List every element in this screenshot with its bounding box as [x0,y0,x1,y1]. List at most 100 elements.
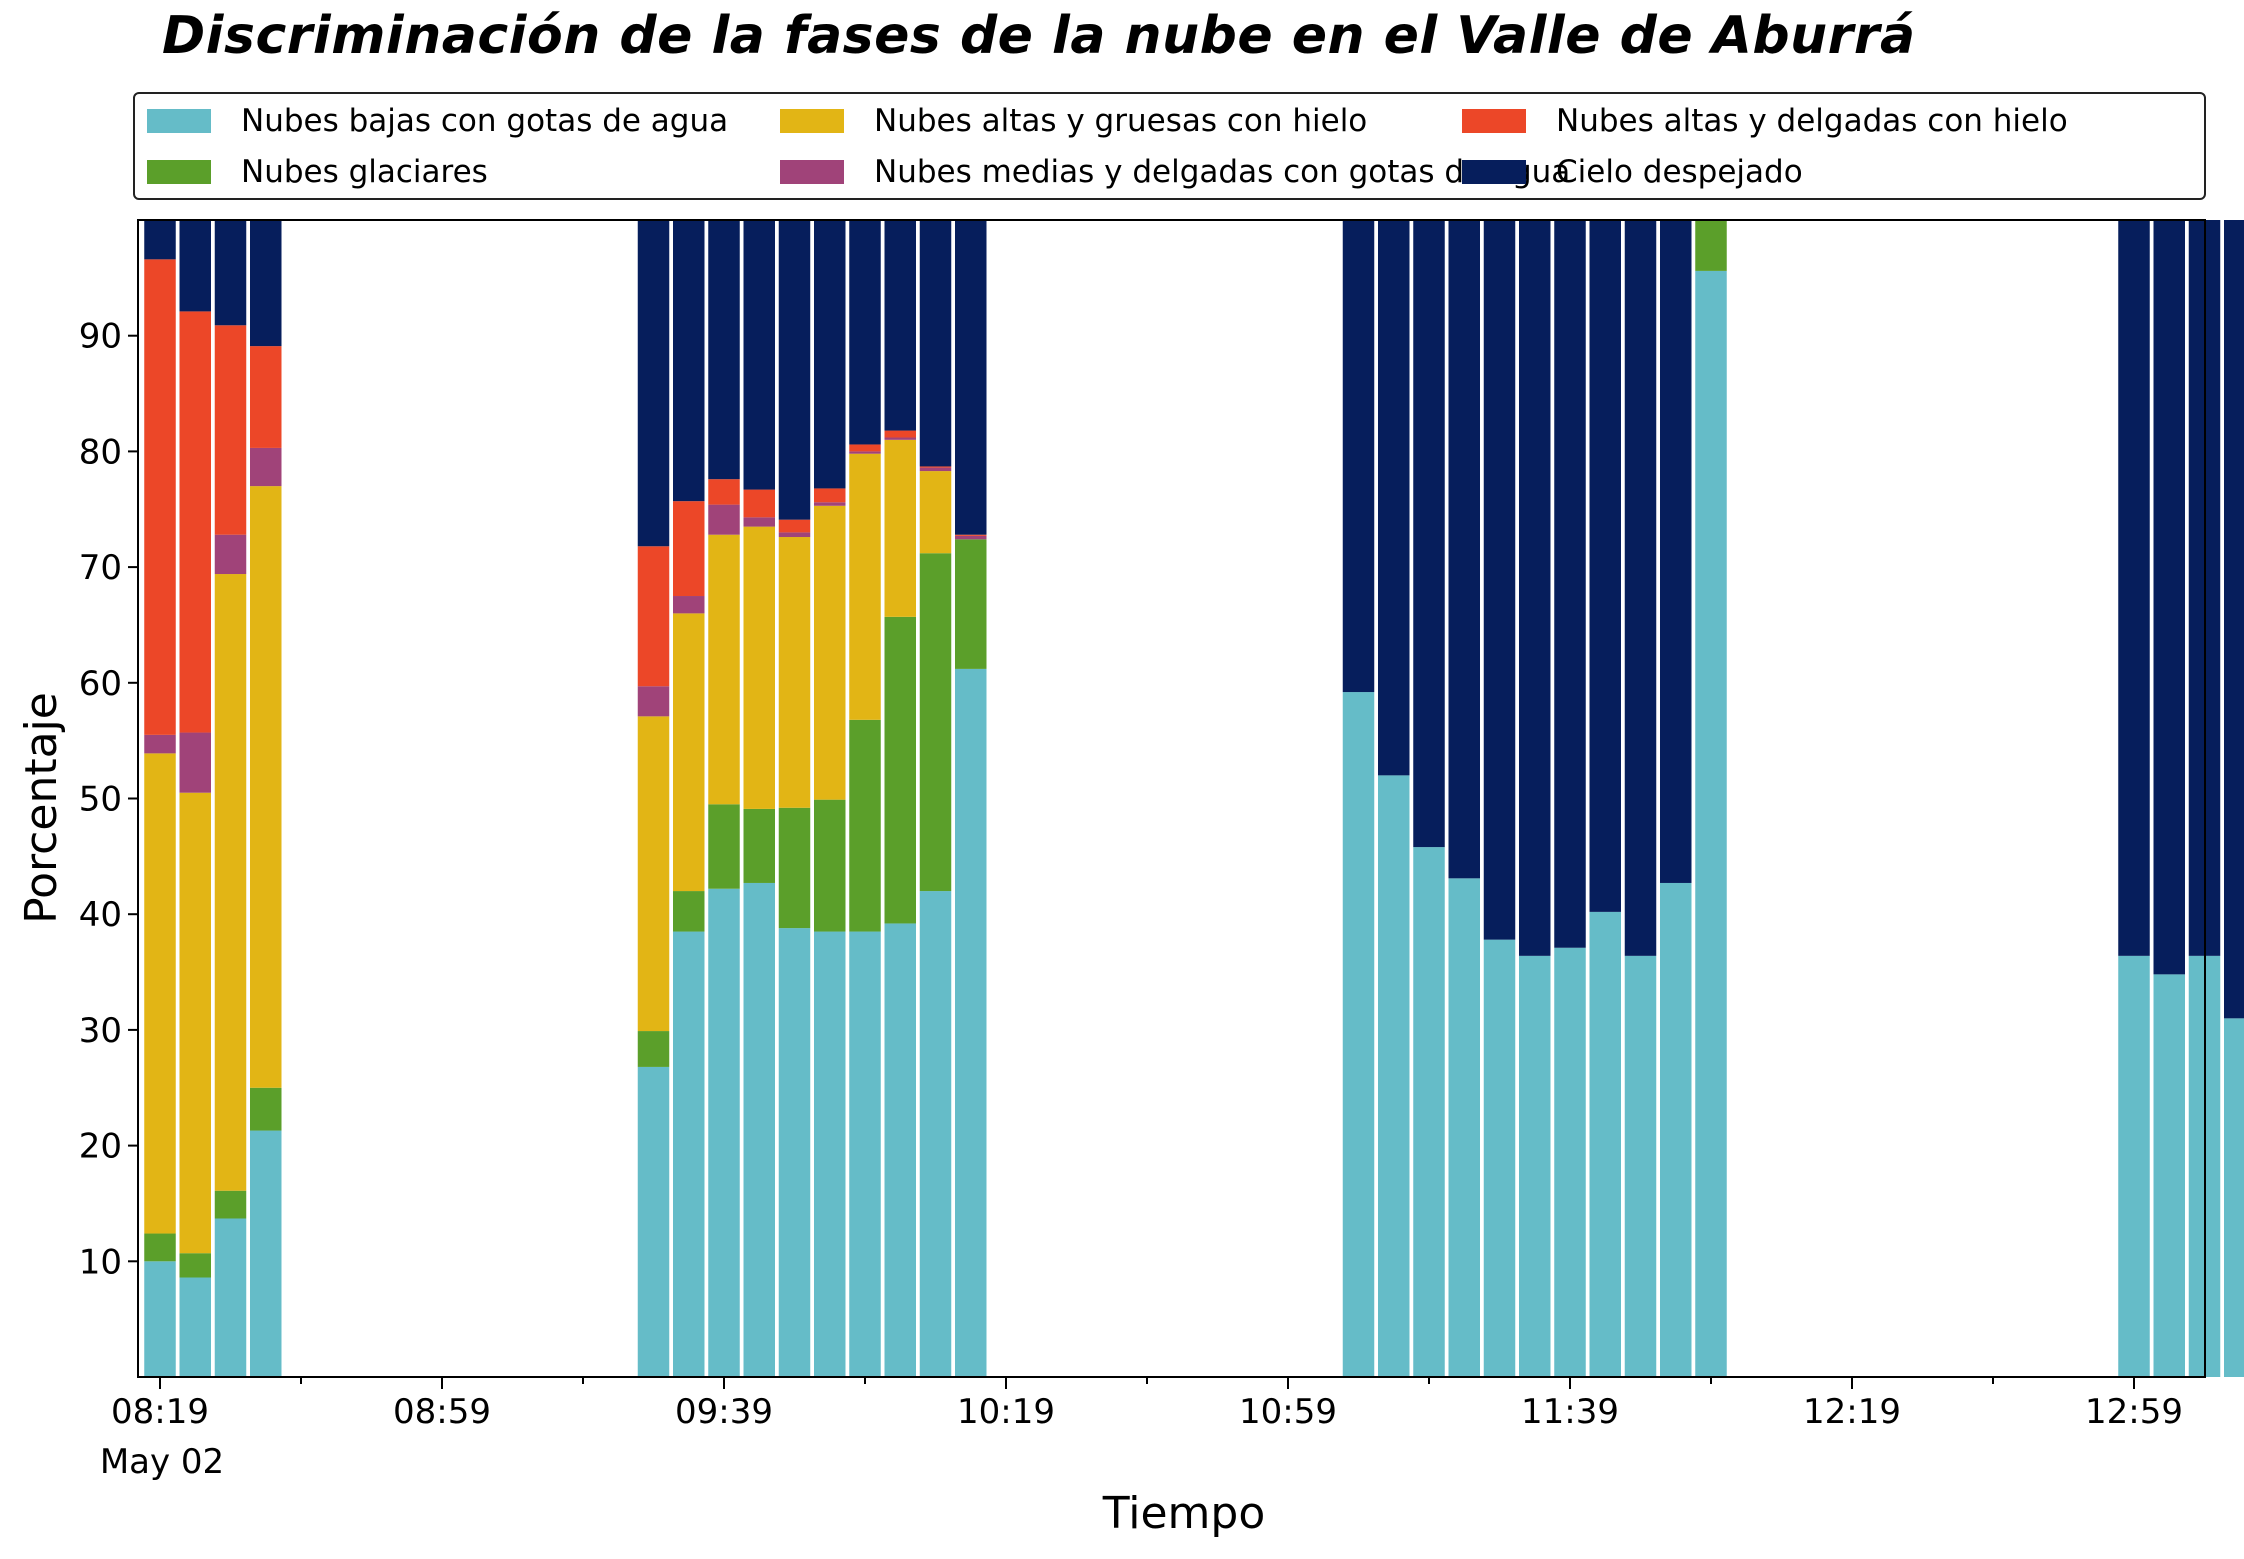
bar-segment-altas-gruesas [919,471,952,554]
bar-segment-despejado [1413,220,1445,848]
bar-segment-medias-delgadas [673,596,705,614]
bar-segment-altas-delgadas [214,325,247,535]
legend: Nubes bajas con gotas de agua Nubes glac… [133,92,2206,200]
x-axis: 08:19 08:59 09:39 10:19 10:59 11:39 12:19 12:59… [111,1377,2183,1432]
bar-segment-despejado [1660,220,1692,883]
bar-segment-altas-gruesas [214,574,247,1191]
bar-segment-altas-gruesas [637,716,670,1032]
bar-segment-despejado [179,220,211,312]
bar-segment-medias-delgadas [919,467,952,472]
bar-segment-glaciares [955,539,987,669]
bar-stack [919,220,952,1377]
bar-segment-medias-delgadas [708,504,740,535]
bar-segment-altas-delgadas [778,519,811,533]
bar-segment-despejado [1448,220,1480,879]
bar-segment-glaciares [849,719,881,932]
bar-segment-altas-delgadas [250,346,282,448]
bar-segment-despejado [1378,220,1410,776]
bar-segment-glaciares [743,808,775,883]
bar-segment-medias-delgadas [814,502,846,506]
bar-segment-glaciares [919,553,952,892]
legend-swatch [1462,160,1526,184]
bar-stack [637,220,670,1377]
bar-segment-despejado [144,220,176,260]
bar-segment-bajas [778,928,811,1377]
legend-item-nubes-glaciares: Nubes glaciares [147,150,488,194]
bar-stack [884,220,916,1377]
y-tick-label: 30 [79,1011,122,1051]
y-tick-label: 60 [79,664,122,704]
bar-segment-medias-delgadas [144,734,176,754]
bar-segment-bajas [955,668,987,1377]
bar-segment-altas-gruesas [708,534,740,805]
bar-stack [1342,220,1375,1377]
legend-swatch [780,160,844,184]
bar-segment-altas-delgadas [179,311,211,733]
x-tick-label: 11:39 [1521,1392,1619,1432]
bar-segment-despejado [778,220,811,520]
bar-stack [1624,220,1657,1377]
bar-segment-bajas [214,1218,247,1377]
bar-segment-bajas [1660,882,1692,1377]
bar-segment-glaciares [673,891,705,932]
legend-label: Nubes glaciares [241,154,488,190]
bar-segment-despejado [673,220,705,502]
bar-stack [849,220,881,1377]
bar-stack [1413,220,1445,1377]
bar-stack [814,220,846,1377]
bar-segment-bajas [1378,775,1410,1377]
bar-segment-altas-delgadas [144,259,176,735]
x-date-label: May 02 [100,1442,224,1482]
bar-segment-bajas [250,1130,282,1377]
bar-stack [708,220,740,1377]
bar-segment-bajas [1519,955,1551,1377]
bar-stack [144,220,176,1377]
bar-stack [1589,220,1621,1377]
bar-segment-glaciares [814,799,846,932]
x-tick-label: 08:59 [393,1392,491,1432]
bar-segment-glaciares [778,807,811,929]
bar-segment-medias-delgadas [884,437,916,440]
bar-segment-altas-gruesas [179,792,211,1254]
bar-segment-bajas [673,931,705,1377]
bar-segment-altas-gruesas [814,505,846,800]
y-axis: 10 20 30 40 50 60 70 80 90 [79,317,138,1282]
x-tick-label: 10:59 [1239,1392,1337,1432]
bar-segment-medias-delgadas [743,517,775,527]
bar-segment-despejado [919,220,952,467]
bar-segment-glaciares [179,1253,211,1278]
bar-segment-despejado [2118,220,2150,956]
bar-segment-altas-delgadas [849,444,881,452]
bar-segment-altas-delgadas [884,430,916,438]
bar-segment-altas-gruesas [144,753,176,1234]
bar-segment-despejado [1624,220,1657,956]
bar-segment-altas-delgadas [814,488,846,503]
bar-stack [1448,220,1480,1377]
bar-segment-altas-gruesas [778,537,811,808]
y-tick-label: 10 [79,1242,122,1282]
bar-segment-glaciares [708,804,740,889]
bar-segment-medias-delgadas [849,451,881,454]
bar-segment-bajas [919,891,952,1377]
bar-stack [2118,220,2150,1377]
x-tick-label: 12:19 [1803,1392,1901,1432]
legend-swatch [147,160,211,184]
bar-segment-altas-gruesas [250,486,282,1088]
bar-segment-bajas [179,1277,211,1377]
bar-segment-despejado [1519,220,1551,956]
bar-segment-bajas [2224,1018,2244,1377]
bar-segment-altas-delgadas [955,534,987,536]
bar-segment-bajas [637,1066,670,1377]
bar-segment-medias-delgadas [214,534,247,575]
legend-label: Nubes altas y delgadas con hielo [1556,103,2068,139]
legend-label: Cielo despejado [1556,154,1803,190]
bar-segment-glaciares [214,1190,247,1219]
bar-segment-altas-delgadas [743,489,775,518]
bar-stack [2153,220,2185,1377]
bar-segment-despejado [2153,220,2185,975]
bar-stack [743,220,775,1377]
y-tick-label: 70 [79,548,122,588]
bar-segment-medias-delgadas [955,535,987,540]
bar-segment-despejado [637,220,670,547]
